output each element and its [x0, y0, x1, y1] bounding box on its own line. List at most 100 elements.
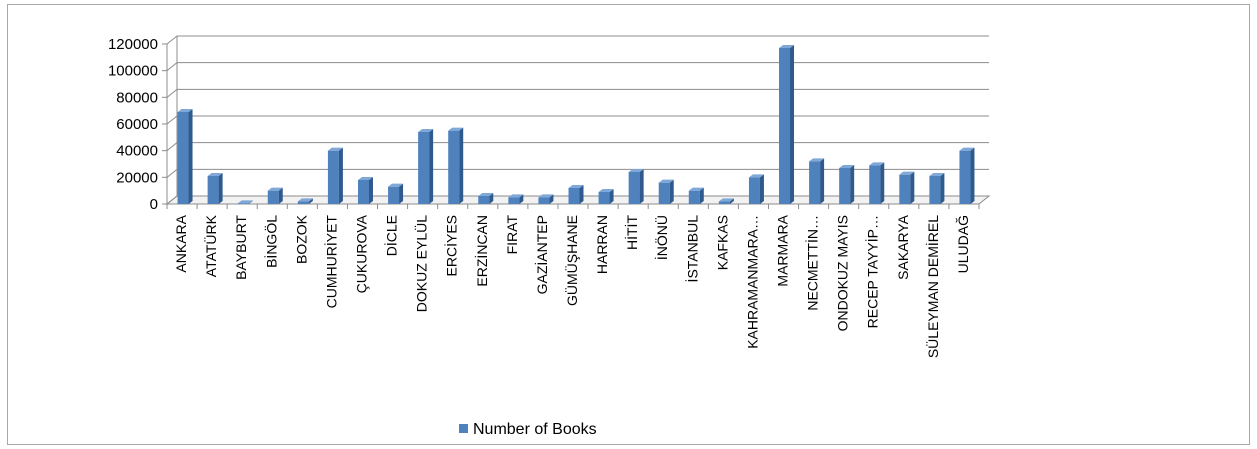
bar-front — [959, 150, 971, 204]
gridline-diagonal — [166, 168, 178, 178]
bar-front — [899, 174, 911, 204]
y-tick-label: 40000 — [116, 143, 158, 160]
bar-top — [718, 198, 734, 202]
x-tick-label: KAHRAMANMARA… — [744, 215, 760, 349]
bar — [207, 173, 223, 204]
x-tick-label: BAYBURT — [233, 215, 249, 280]
bar-top — [839, 165, 855, 168]
gridline-diagonal — [166, 35, 178, 45]
bar-top — [478, 193, 494, 196]
bar — [448, 127, 464, 204]
bar — [327, 147, 343, 204]
bar-front — [809, 161, 821, 204]
bar — [538, 194, 554, 204]
bar-top — [177, 109, 193, 112]
bar-top — [297, 198, 313, 202]
bar-top — [899, 171, 915, 175]
bar-front — [297, 201, 309, 204]
x-tick-label: ÇUKUROVA — [353, 214, 369, 293]
x-tick-label: KAFKAS — [714, 215, 730, 270]
bar — [418, 129, 434, 204]
y-tick-label: 120000 — [108, 36, 158, 53]
bar-side — [308, 198, 313, 204]
bar-top — [388, 183, 404, 187]
bar — [809, 158, 825, 204]
bar-top — [869, 162, 885, 166]
bar-top — [267, 187, 283, 191]
bar-side — [609, 189, 614, 204]
bar-side — [880, 162, 885, 204]
bar — [748, 174, 764, 204]
bar — [718, 198, 734, 204]
y-tick-label: 100000 — [108, 63, 158, 80]
legend-swatch — [459, 424, 468, 433]
bar-top — [959, 147, 975, 151]
gridline-diagonal — [166, 142, 178, 152]
bar-side — [790, 45, 795, 204]
bar-front — [598, 192, 610, 204]
x-tick-label: İSTANBUL — [683, 215, 700, 283]
bar — [959, 147, 975, 204]
bar — [779, 45, 795, 204]
gridline-diagonal — [166, 88, 178, 98]
x-tick-label: HARRAN — [594, 215, 610, 274]
bar-side — [579, 185, 584, 204]
bar — [899, 171, 915, 204]
gridline-diagonal — [166, 115, 178, 125]
bar-top — [628, 169, 644, 172]
bar-top — [688, 187, 704, 191]
x-tick-label: MARMARA — [775, 214, 791, 286]
gridline-diagonal — [166, 62, 178, 72]
x-tick-label: RECEP TAYYİP… — [864, 215, 881, 328]
bar-front — [237, 203, 249, 204]
bar-side — [850, 165, 855, 204]
bar-front — [207, 176, 219, 204]
bar — [598, 189, 614, 204]
bar-front — [508, 197, 520, 204]
y-tick-label: 80000 — [116, 89, 158, 106]
bar-top — [237, 200, 253, 204]
bar-front — [568, 188, 580, 204]
bar-side — [940, 173, 945, 204]
bar-top — [327, 147, 343, 151]
bar-top — [598, 189, 614, 192]
bar-side — [970, 147, 975, 204]
bar-front — [658, 182, 670, 204]
bar-front — [688, 190, 700, 204]
bar-top — [357, 177, 373, 180]
bar-side — [729, 198, 734, 204]
x-tick-label: ULUDAĞ — [955, 215, 971, 273]
x-tick-label: İNÖNÜ — [653, 215, 670, 260]
y-tick-labels: 0 20000 40000 60000 80000 100000 120000 — [108, 36, 158, 213]
bar-top — [538, 194, 554, 198]
bar-front — [779, 48, 791, 204]
x-tick-label: ONDOKUZ MAYIS — [835, 215, 851, 331]
bar-side — [759, 174, 764, 204]
x-tick-label: BİNGÖL — [262, 215, 279, 268]
bar-top — [779, 45, 795, 48]
bar — [508, 194, 524, 204]
bar-front — [538, 197, 550, 204]
plot-back-wall — [166, 36, 989, 204]
bar-front — [748, 177, 760, 204]
bar — [869, 162, 885, 204]
bar-side — [489, 193, 494, 204]
legend: Number of Books — [459, 421, 597, 438]
x-tick-label: BOZOK — [293, 214, 309, 264]
bar-front — [869, 165, 881, 204]
bar — [297, 198, 313, 204]
bar-side — [639, 169, 644, 204]
x-tick-label: ERZİNCAN — [473, 215, 490, 287]
bar-front — [267, 190, 279, 204]
bar-side — [218, 173, 223, 204]
bar-top — [658, 179, 674, 183]
bar-front — [418, 132, 430, 204]
bar-front — [327, 150, 339, 204]
y-tick-label: 60000 — [116, 116, 158, 133]
bar-top — [809, 158, 825, 162]
bar-side — [188, 109, 193, 204]
x-tick-label: DİCLE — [383, 215, 400, 256]
bar — [388, 183, 404, 204]
bar-chart: 0 20000 40000 60000 80000 100000 120000 ANKARA… — [108, 35, 991, 438]
bar-front — [839, 168, 851, 204]
